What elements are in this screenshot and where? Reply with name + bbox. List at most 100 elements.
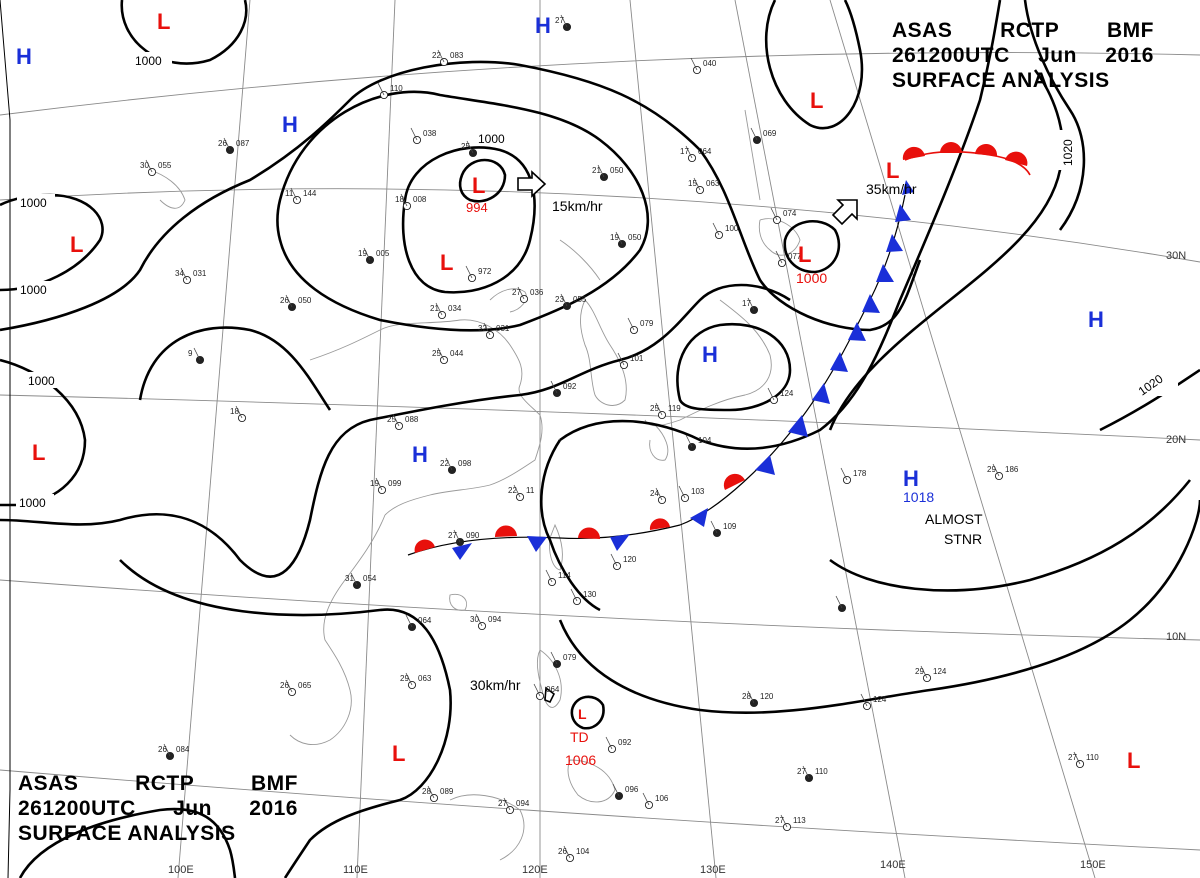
isobar-nw-low <box>120 0 248 65</box>
station-plot: 27 090 <box>448 529 480 547</box>
station-plot: 26 050 <box>280 294 312 312</box>
station-plots: 27 22 083 110 26 087 30 055 11 144 25 038 18 008 19 005… <box>140 14 1099 863</box>
station-pressure: 087 <box>236 139 250 148</box>
low-center-value: 994 <box>466 200 488 215</box>
pressure-centers: L 994 L 1000 L 1006 TD H 1018 L L L L L … <box>16 9 1140 773</box>
station-wind-barb <box>163 743 171 757</box>
station-temperature: 25 <box>432 349 441 358</box>
motion-arrow-northeast <box>831 199 858 226</box>
station-temperature: 25 <box>387 415 396 424</box>
station-pressure: 094 <box>488 615 502 624</box>
map-border <box>0 0 11 878</box>
station-temperature: 27 <box>797 767 806 776</box>
station-pressure: 092 <box>563 382 577 391</box>
station-plot: 092 <box>605 736 632 754</box>
station-plot: 109 <box>710 520 737 538</box>
annotation-text: STNR <box>944 531 982 547</box>
station-plot: 079 <box>627 317 654 335</box>
station-pressure: 178 <box>853 469 867 478</box>
station-temperature: 27 <box>498 799 507 808</box>
coast-luzon <box>536 649 562 708</box>
station-plot: 28 089 <box>422 785 454 803</box>
station-temperature: 19 <box>610 233 619 242</box>
station-pressure: 113 <box>793 816 806 825</box>
station-pressure: 114 <box>558 571 571 580</box>
station-wind-barb <box>642 792 650 806</box>
station-wind-barb <box>655 402 663 416</box>
station-wind-barb <box>802 765 810 779</box>
station-temperature: 22 <box>508 486 517 495</box>
lon-label-150e: 150E <box>1080 859 1106 871</box>
station-wind-barb <box>405 614 413 628</box>
station-plot: 15 063 <box>688 177 720 195</box>
station-wind-barb <box>180 267 188 281</box>
station-pressure: 088 <box>405 415 419 424</box>
station-wind-barb <box>610 553 618 567</box>
station-plot: 27 113 <box>775 814 806 832</box>
station-wind-barb <box>285 679 293 693</box>
station-pressure: 130 <box>583 590 597 599</box>
station-plot: 27 <box>555 14 572 32</box>
station-pressure: 094 <box>516 799 530 808</box>
isobar-sea-main <box>559 0 1002 450</box>
high-center-symbol: H <box>282 112 298 137</box>
station-wind-barb <box>513 484 521 498</box>
station-wind-barb <box>560 293 568 307</box>
station-pressure: 089 <box>440 787 454 796</box>
station-wind-barb <box>685 145 693 159</box>
station-plot: 21 034 <box>430 302 462 320</box>
station-temperature: 22 <box>432 51 441 60</box>
isobar-label: 1000 <box>478 132 505 146</box>
chart-header-bottom: ASAS RCTP BMF 261200UTC Jun 2016 SURFACE… <box>18 771 298 846</box>
cold-front-triangles <box>452 180 914 560</box>
station-plot: 29 063 <box>400 672 432 690</box>
station-wind-barb <box>405 672 413 686</box>
header-product: SURFACE ANALYSIS <box>892 69 1110 92</box>
station-temperature: 31 <box>345 574 354 583</box>
station-pressure: 055 <box>573 295 587 304</box>
station-temperature: 18 <box>395 195 404 204</box>
station-pressure: 11 <box>526 486 535 495</box>
station-wind-barb <box>223 137 231 151</box>
station-plot: 22 083 <box>432 49 464 67</box>
station-pressure: 050 <box>298 296 312 305</box>
station-plot: 27 036 <box>512 286 544 304</box>
station-pressure: 069 <box>763 129 777 138</box>
isobar-label: 1000 <box>135 54 162 68</box>
meridian-140e <box>734 0 906 878</box>
station-temperature: 27 <box>512 288 521 297</box>
coast-kyushu <box>649 424 669 461</box>
station-wind-barb <box>597 164 605 178</box>
station-temperature: 18 <box>230 407 239 416</box>
station-plot: 18 008 <box>395 193 427 211</box>
station-temperature: 26 <box>558 847 567 856</box>
station-wind-barb <box>503 797 511 811</box>
station-wind-barb <box>400 193 408 207</box>
station-pressure: 124 <box>873 695 887 704</box>
station-pressure: 084 <box>176 745 190 754</box>
station-plot: 178 <box>840 467 867 485</box>
isobar-1008-band <box>0 283 791 578</box>
station-plot: 124 <box>860 693 887 711</box>
station-plot: 18 <box>230 405 247 423</box>
station-wind-barb <box>615 231 623 245</box>
lon-label-130e: 130E <box>700 864 726 876</box>
station-wind-barb <box>445 457 453 471</box>
meridian-110e <box>356 0 396 878</box>
station-plot: 26 104 <box>558 845 590 863</box>
coast-indochina <box>289 514 386 746</box>
station-pressure: 083 <box>450 51 464 60</box>
motion-labels: 15km/hr 35km/hr 30km/hr ALMOST STNR <box>470 181 983 693</box>
station-wind-barb <box>533 683 541 697</box>
header-month: Jun <box>1038 44 1077 67</box>
station-plot <box>835 595 847 613</box>
station-plot: 23 055 <box>555 293 587 311</box>
isobar-china-interior <box>138 326 332 411</box>
station-pressure: 098 <box>458 459 472 468</box>
station-pressure: 096 <box>625 785 639 794</box>
low-center-symbol: L <box>472 173 485 198</box>
station-wind-barb <box>693 177 701 191</box>
header-agency: ASAS <box>18 772 79 795</box>
station-plot: 103 <box>678 485 705 503</box>
